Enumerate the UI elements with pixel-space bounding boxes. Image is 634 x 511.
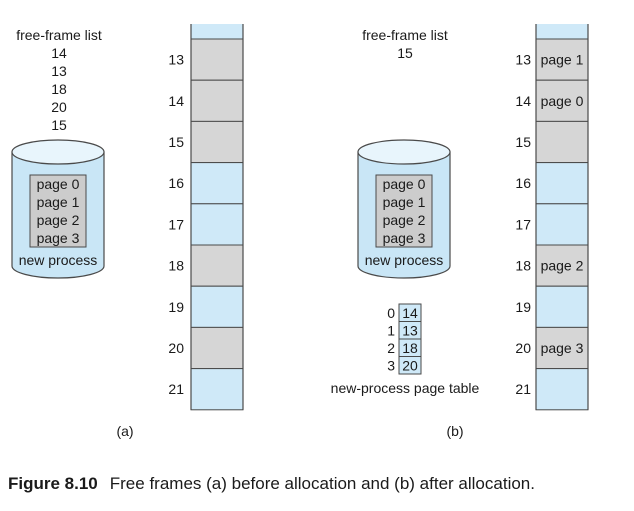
page-table-cell	[398, 356, 422, 375]
page-table-frame-value: 14	[402, 305, 418, 321]
panel-b-disk-page: page 1	[383, 194, 426, 210]
panel-a-disk-page: page 1	[37, 194, 80, 210]
panel-a-label: (a)	[116, 423, 133, 439]
panel-a-free-list-item: 14	[51, 45, 67, 61]
panel-b-frame-number: 14	[515, 93, 531, 109]
panel-a-frame-number: 21	[168, 381, 184, 397]
panel-b-frame-18	[535, 244, 589, 287]
panel-b-disk-page: page 3	[383, 230, 426, 246]
page-table-index: 0	[387, 305, 395, 321]
panel-b-frame-number: 18	[515, 258, 531, 274]
figure-caption-text: Free frames (a) before allocation and (b…	[109, 474, 535, 493]
page-table-frame-value: 13	[402, 323, 418, 339]
panel-a-free-list-title: free-frame list	[16, 27, 102, 43]
panel-a-frame-17	[190, 203, 244, 246]
panel-b-free-list-item: 15	[397, 45, 413, 61]
page-table-index: 2	[387, 340, 395, 356]
panel-a-frame-number: 20	[168, 340, 184, 356]
panel-b-frame-21	[535, 368, 589, 411]
panel-b-frames: 13 page 1 14 page 0 15 16 17 18 page 2 19 20 page 3…	[515, 24, 589, 411]
panel-b-page-table: 0 14 1 13 2 18 3 20	[387, 303, 422, 375]
panel-b-free-list-title: free-frame list	[362, 27, 448, 43]
panel-b-frame-number: 16	[515, 175, 531, 191]
panel-a-frame-19	[190, 285, 244, 328]
panel-a-free-list-item: 18	[51, 81, 67, 97]
panel-a-frame-20	[190, 326, 244, 370]
page-table-frame-value: 20	[402, 358, 418, 374]
panel-a-frame-15	[190, 120, 244, 164]
panel-a-frame-14	[190, 79, 244, 122]
panel-a-frame-number: 14	[168, 93, 184, 109]
panel-b-disk-label: new process	[365, 252, 444, 268]
panel-a-frame-number: 18	[168, 258, 184, 274]
panel-b-frame-number: 15	[515, 134, 531, 150]
panel-a-free-list-item: 15	[51, 117, 67, 133]
panel-b-disk: page 0 page 1 page 2 page 3 new process	[357, 139, 451, 279]
panel-b-frame-15	[535, 120, 589, 164]
panel-a-frame-number: 15	[168, 134, 184, 150]
panel-b-frame-label: page 1	[541, 52, 584, 68]
panel-a-disk-page: page 0	[37, 176, 80, 192]
panel-b-frame-label: page 2	[541, 258, 584, 274]
panel-b-label: (b)	[446, 423, 463, 439]
panel-a-frame-number: 13	[168, 52, 184, 68]
page-table-index: 1	[387, 323, 395, 339]
panel-b-frame-number: 13	[515, 52, 531, 68]
panel-b-disk-page-box	[375, 174, 433, 248]
panel-b-free-list: 15	[397, 45, 413, 61]
panel-a-disk-top	[11, 139, 105, 165]
panel-a-disk-page: page 3	[37, 230, 80, 246]
panel-b-frame-17	[535, 203, 589, 246]
panel-a-free-list-item: 13	[51, 63, 67, 79]
panel-a-disk-pages: page 0 page 1 page 2 page 3	[37, 176, 80, 246]
panel-b-frame-number: 21	[515, 381, 531, 397]
page-table-frame-value: 18	[402, 340, 418, 356]
panel-a-disk-label: new process	[19, 252, 98, 268]
panel-b-disk-top	[357, 139, 451, 165]
panel-a-frame-number: 17	[168, 216, 184, 232]
panel-a-frames: 13 14 15 16 17 18 19 20 21	[168, 24, 244, 411]
panel-b-frame-number: 19	[515, 299, 531, 315]
panel-a-frame-18	[190, 244, 244, 287]
panel-b-frame-label: page 0	[541, 93, 584, 109]
panel-a-frame-16	[190, 162, 244, 205]
panel-b-frame-16	[535, 162, 589, 205]
panel-a-disk-page: page 2	[37, 212, 80, 228]
panel-a-disk-page-box	[29, 174, 87, 248]
panel-b-frame-14	[535, 79, 589, 122]
figure-number: Figure 8.10	[8, 474, 98, 493]
figure-caption: Figure 8.10 Free frames (a) before alloca…	[8, 474, 535, 494]
page-table-index: 3	[387, 358, 395, 374]
panel-a-free-list: 14 13 18 20 15	[51, 45, 67, 133]
panel-b-frame-cap	[536, 24, 588, 39]
panel-b-frame-number: 17	[515, 216, 531, 232]
panel-b-page-table-caption: new-process page table	[331, 380, 480, 396]
panel-a-frame-13	[190, 38, 244, 81]
panel-a-frame-number: 16	[168, 175, 184, 191]
panel-b-frame-number: 20	[515, 340, 531, 356]
panel-b-frame-label: page 3	[541, 340, 584, 356]
panel-b-disk-pages: page 0 page 1 page 2 page 3	[383, 176, 426, 246]
panel-b-disk-page: page 0	[383, 176, 426, 192]
panel-b-frame-19	[535, 285, 589, 328]
panel-a-frame-21	[190, 368, 244, 411]
panel-a-frame-number: 19	[168, 299, 184, 315]
panel-b-disk-page: page 2	[383, 212, 426, 228]
panel-a-free-list-item: 20	[51, 99, 67, 115]
panel-a-frame-cap	[191, 24, 243, 39]
panel-a-disk: page 0 page 1 page 2 page 3 new process	[11, 139, 105, 279]
